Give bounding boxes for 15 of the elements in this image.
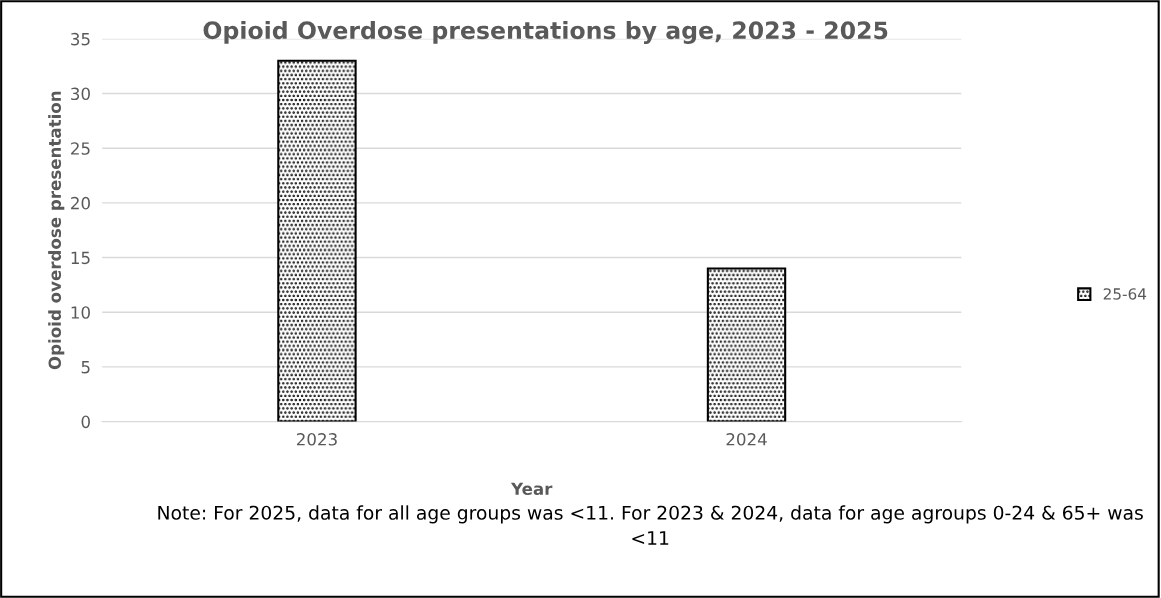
y-tick-label: 0 (81, 415, 90, 429)
y-tick-label: 30 (71, 87, 90, 101)
y-tick-label: 20 (71, 196, 90, 210)
chart-title: Opioid Overdose presentations by age, 2023 - 2025 (203, 20, 888, 44)
text: Note: For 2025, data for all age groups was <11. For 2023 & 2024, data for age agroups 0-24 & 65+ was <11 (158, 505, 1143, 545)
y-tick-label: 35 (71, 32, 90, 46)
y-tick-label: 10 (71, 306, 90, 319)
y-tick-label: 15 (71, 251, 90, 265)
y-axis-title: Opioid overdose presentation (48, 91, 65, 370)
y-tick-label: 5 (81, 361, 90, 374)
legend-label: 25-64 (1103, 288, 1147, 300)
x-tick-label: 2023 (296, 433, 337, 446)
x-axis-title: Year (510, 482, 553, 496)
y-tick-label: 25 (71, 142, 90, 155)
x-tick-label: 2024 (726, 433, 767, 446)
